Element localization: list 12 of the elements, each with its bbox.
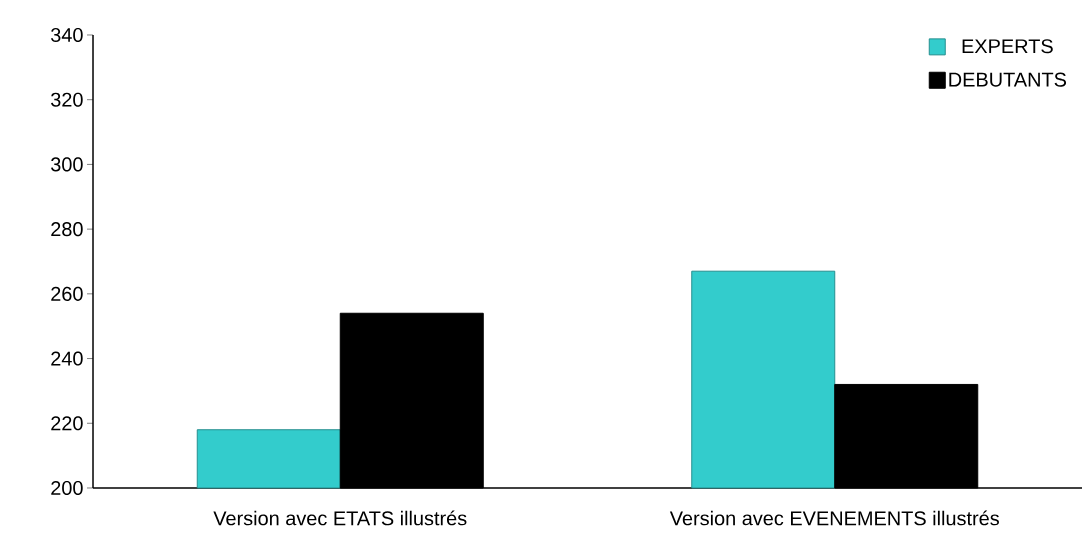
y-tick-label: 320 bbox=[51, 92, 83, 107]
y-tick-label: 200 bbox=[51, 480, 83, 496]
x-tick-label: Version avec EVENEMENTS illustrés bbox=[669, 510, 999, 526]
y-tick-label: 220 bbox=[51, 416, 83, 431]
x-tick-label: Version avec ETATS illustrés bbox=[213, 510, 467, 526]
y-tick-label: 300 bbox=[51, 157, 83, 172]
y-tick-label: 280 bbox=[51, 222, 83, 237]
legend-label: DEBUTANTS bbox=[949, 72, 1067, 87]
y-tick-label: 240 bbox=[51, 351, 83, 366]
y-tick-label: 340 bbox=[51, 27, 83, 43]
y-tick-label: 260 bbox=[51, 286, 83, 301]
legend-label: EXPERTS bbox=[962, 39, 1053, 54]
